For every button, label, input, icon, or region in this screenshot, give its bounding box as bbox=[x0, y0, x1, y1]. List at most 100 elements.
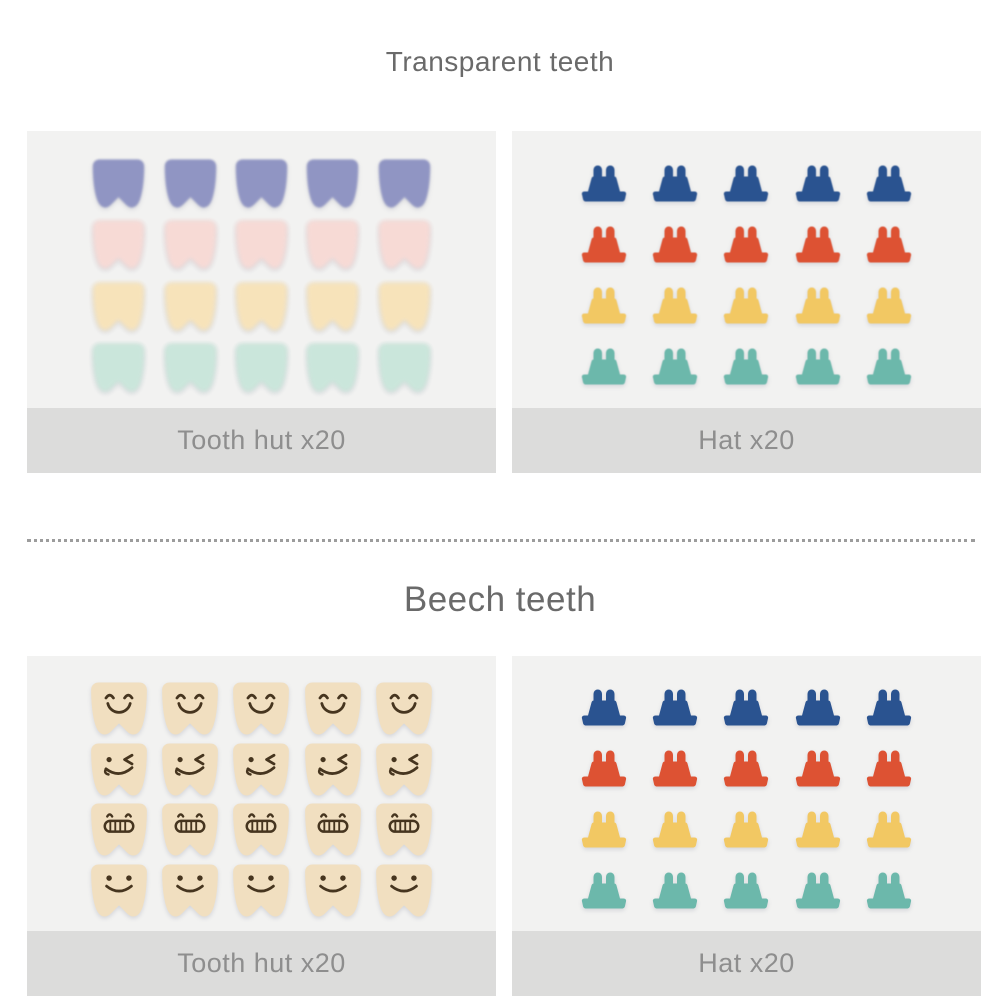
tooth-icon bbox=[93, 343, 145, 392]
face-wink bbox=[389, 753, 419, 776]
tooth-icon bbox=[162, 682, 218, 735]
tooth-icon bbox=[376, 803, 433, 856]
hat-item bbox=[721, 749, 771, 789]
hat-item bbox=[864, 225, 914, 265]
tooth-face-item bbox=[373, 862, 435, 919]
face-happy-closed-eyes bbox=[104, 693, 134, 714]
tooth-icon bbox=[378, 159, 430, 208]
tooth-icon bbox=[164, 282, 216, 331]
hat-icon bbox=[581, 226, 626, 263]
hat-icon bbox=[652, 750, 698, 787]
hat-icon bbox=[795, 348, 841, 385]
tooth-icon bbox=[90, 803, 147, 856]
hat-icon bbox=[581, 348, 626, 385]
tooth-item bbox=[376, 218, 433, 271]
panel-beech-tooth-hut: Tooth hut x20 bbox=[27, 656, 496, 996]
tooth-icon bbox=[376, 682, 433, 735]
hat-item bbox=[650, 347, 700, 387]
tooth-item bbox=[233, 218, 290, 271]
tooth-icon bbox=[307, 220, 359, 269]
hat-icon bbox=[724, 872, 769, 909]
tooth-face-item bbox=[88, 741, 150, 798]
tooth-icon bbox=[164, 343, 216, 392]
face-happy-closed-eyes bbox=[175, 693, 205, 714]
tooth-icon bbox=[93, 159, 145, 208]
tooth-item bbox=[162, 218, 219, 271]
tooth-grid bbox=[27, 131, 496, 408]
face-grin-teeth bbox=[245, 813, 277, 834]
hat-icon bbox=[652, 226, 698, 263]
tooth-icon bbox=[307, 343, 359, 392]
panel-transparent-hat: Hat x20 bbox=[512, 131, 981, 473]
tooth-icon bbox=[376, 864, 433, 917]
hat-icon bbox=[795, 226, 841, 263]
face-happy-closed-eyes bbox=[247, 693, 276, 714]
hat-icon bbox=[724, 165, 769, 202]
tooth-face-item bbox=[230, 741, 292, 798]
tooth-item bbox=[233, 280, 290, 333]
panel-caption: Tooth hut x20 bbox=[27, 931, 496, 996]
hat-item bbox=[650, 286, 700, 326]
tooth-item bbox=[304, 280, 361, 333]
hat-icon bbox=[867, 226, 912, 263]
hat-icon bbox=[581, 165, 626, 202]
hat-icon bbox=[795, 750, 841, 787]
tooth-face-item bbox=[302, 741, 364, 798]
tooth-icon bbox=[164, 159, 216, 208]
tooth-face-item bbox=[159, 801, 221, 858]
hat-item bbox=[650, 810, 700, 850]
hat-icon bbox=[867, 287, 912, 324]
hat-item bbox=[864, 164, 914, 204]
hat-icon bbox=[581, 811, 626, 848]
face-wink bbox=[317, 753, 348, 776]
hat-item bbox=[579, 871, 629, 911]
tooth-icon bbox=[235, 159, 288, 208]
tooth-face-item bbox=[302, 862, 364, 919]
tooth-item bbox=[304, 218, 361, 271]
tooth-face-item bbox=[159, 680, 221, 737]
hat-item bbox=[721, 225, 771, 265]
tooth-icon bbox=[305, 743, 361, 796]
hat-item bbox=[793, 688, 843, 728]
tooth-item bbox=[162, 280, 219, 333]
hat-item bbox=[793, 225, 843, 265]
face-dot-smile bbox=[247, 875, 276, 893]
hat-item bbox=[793, 749, 843, 789]
tooth-icon bbox=[307, 159, 359, 208]
face-happy-closed-eyes bbox=[389, 693, 419, 714]
tooth-item bbox=[376, 341, 433, 394]
tooth-icon bbox=[305, 803, 361, 856]
tooth-item bbox=[90, 341, 147, 394]
hat-icon bbox=[724, 287, 769, 324]
face-dot-smile bbox=[319, 875, 347, 893]
hat-icon bbox=[581, 287, 626, 324]
tooth-item bbox=[304, 341, 361, 394]
tooth-icon bbox=[162, 864, 218, 917]
face-wink bbox=[103, 753, 134, 776]
tooth-icon bbox=[93, 220, 145, 269]
tooth-item bbox=[376, 157, 433, 210]
hat-icon bbox=[867, 689, 912, 726]
dotted-divider bbox=[27, 539, 975, 542]
tooth-icon bbox=[90, 682, 147, 735]
tooth-icon bbox=[235, 282, 288, 331]
hat-icon bbox=[724, 348, 769, 385]
hat-item bbox=[579, 225, 629, 265]
tooth-icon bbox=[305, 682, 361, 735]
face-grin-teeth bbox=[388, 813, 420, 834]
tooth-item bbox=[90, 157, 147, 210]
hat-icon bbox=[652, 348, 698, 385]
hat-icon bbox=[581, 872, 626, 909]
tooth-item bbox=[162, 341, 219, 394]
panel-beech-hat: Hat x20 bbox=[512, 656, 981, 996]
tooth-face-item bbox=[302, 801, 364, 858]
hat-item bbox=[864, 688, 914, 728]
hat-item bbox=[864, 871, 914, 911]
tooth-face-item bbox=[302, 680, 364, 737]
tooth-face-item bbox=[159, 862, 221, 919]
tooth-icon bbox=[233, 743, 290, 796]
hat-icon bbox=[581, 750, 626, 787]
bottom-panel-row: Tooth hut x20 bbox=[27, 656, 981, 996]
hat-item bbox=[793, 871, 843, 911]
hat-item bbox=[721, 286, 771, 326]
